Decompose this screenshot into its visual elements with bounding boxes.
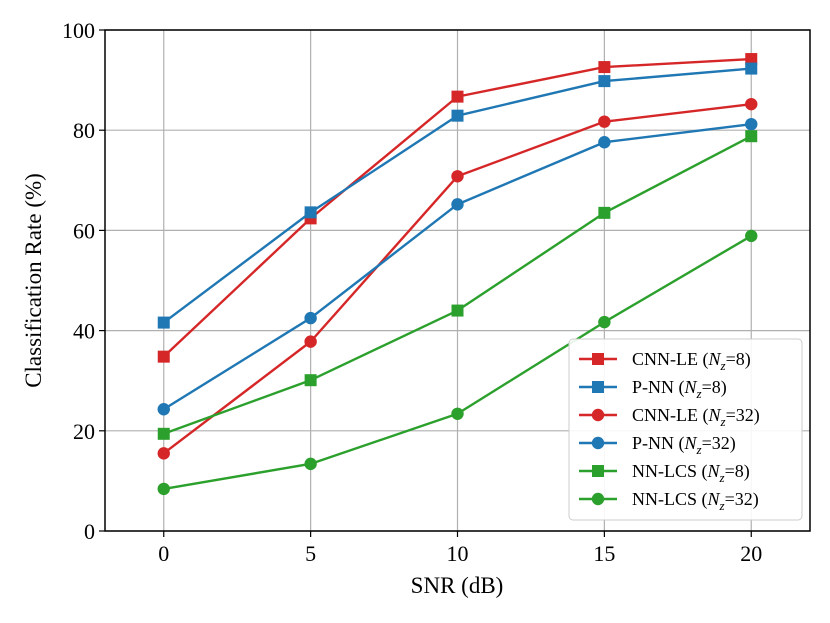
legend-entry: CNN-LE (Nz=8) (579, 349, 751, 373)
legend-label: CNN-LE (Nz=8) (632, 349, 751, 373)
data-point (304, 457, 317, 471)
legend-label-tail: =32) (726, 405, 760, 426)
legend-box (568, 338, 803, 521)
legend-label: CNN-LE (Nz=32) (632, 405, 760, 429)
data-point (304, 206, 317, 219)
legend-entry: NN-LCS (Nz=8) (579, 461, 750, 485)
x-tick-label: 10 (447, 541, 469, 566)
legend-label-var: N (707, 461, 721, 481)
legend-label-tail: =32) (702, 433, 736, 454)
data-point (598, 206, 611, 219)
x-tick-label: 5 (305, 541, 316, 566)
legend-label-var: N (684, 377, 698, 397)
legend-label-tail: =8) (726, 349, 751, 370)
legend-label-main: P-NN ( (632, 433, 685, 454)
legend-label: P-NN (Nz=8) (632, 377, 727, 401)
legend-label-var: N (684, 433, 698, 453)
data-point (598, 115, 611, 128)
legend-label-sub: z (696, 386, 702, 401)
legend-marker (592, 381, 604, 393)
legend-label: NN-LCS (Nz=8) (632, 461, 750, 485)
data-point (598, 315, 611, 329)
axis-ticks: 0 5 10 15 20 0 20 40 60 80 100 (62, 18, 762, 566)
y-tick-label: 60 (73, 218, 95, 243)
data-point (745, 53, 758, 66)
data-point (451, 109, 464, 122)
legend-label: NN-LCS (Nz=32) (632, 489, 759, 513)
data-point (157, 482, 170, 496)
data-point (451, 198, 464, 211)
legend-label-sub: z (720, 358, 726, 373)
legend-entry: P-NN (Nz=8) (579, 377, 727, 401)
x-axis-label: SNR (dB) (411, 573, 504, 598)
data-point (598, 75, 611, 88)
legend-label-sub: z (720, 414, 726, 429)
legend-label-var: N (707, 349, 721, 369)
series-layer (157, 53, 758, 496)
legend-label-sub: z (719, 498, 725, 513)
data-point (451, 407, 464, 420)
series-1 (157, 53, 758, 363)
legend-label-main: NN-LCS ( (632, 489, 708, 510)
legend-marker (591, 408, 605, 422)
legend-entry: NN-LCS (Nz=32) (579, 489, 759, 513)
legend-marker (591, 436, 605, 450)
data-point (304, 311, 317, 325)
legend-label-main: CNN-LE ( (632, 349, 708, 370)
data-point (451, 90, 464, 103)
legend-label-var: N (707, 489, 721, 509)
series-4 (157, 117, 758, 416)
y-tick-label: 40 (73, 319, 95, 344)
legend-label-sub: z (719, 470, 725, 485)
legend-marker (592, 353, 604, 365)
series-5 (157, 130, 758, 440)
x-tick-label: 20 (740, 541, 762, 566)
data-point (157, 427, 170, 440)
data-point (157, 350, 170, 363)
legend-marker (591, 492, 605, 506)
data-point (598, 136, 611, 149)
data-point (157, 447, 170, 460)
series-3 (157, 97, 758, 460)
x-tick-label: 15 (593, 541, 615, 566)
legend-label-sub: z (696, 442, 702, 457)
data-point (451, 170, 464, 183)
data-point (598, 61, 611, 74)
data-point (157, 316, 170, 329)
legend-label-tail: =8) (725, 461, 750, 482)
legend-entry: P-NN (Nz=32) (579, 433, 736, 457)
y-axis-label: Classification Rate (%) (21, 173, 46, 388)
data-point (745, 62, 758, 75)
legend-label-main: CNN-LE ( (632, 405, 708, 426)
legend-label: P-NN (Nz=32) (632, 433, 736, 457)
legend-label-main: NN-LCS ( (632, 461, 708, 482)
data-point (745, 117, 758, 131)
y-tick-label: 0 (84, 519, 95, 544)
data-point (304, 374, 317, 387)
data-point (745, 97, 758, 111)
data-point (157, 403, 170, 416)
y-tick-label: 100 (62, 18, 95, 43)
y-tick-label: 80 (73, 118, 95, 143)
data-point (745, 229, 758, 243)
legend-marker (592, 465, 604, 477)
data-point (745, 130, 758, 143)
legend-label-main: P-NN ( (632, 377, 685, 398)
data-point (451, 304, 464, 317)
y-tick-label: 20 (73, 419, 95, 444)
legend-label-var: N (707, 405, 721, 425)
legend: CNN-LE (Nz=8)P-NN (Nz=8)CNN-LE (Nz=32)P-… (568, 338, 803, 521)
series-6 (157, 229, 758, 496)
legend-label-tail: =32) (725, 489, 759, 510)
x-tick-label: 0 (158, 541, 169, 566)
legend-entry: CNN-LE (Nz=32) (579, 405, 760, 429)
legend-label-tail: =8) (702, 377, 727, 398)
data-point (304, 335, 317, 348)
series-2 (157, 62, 758, 329)
